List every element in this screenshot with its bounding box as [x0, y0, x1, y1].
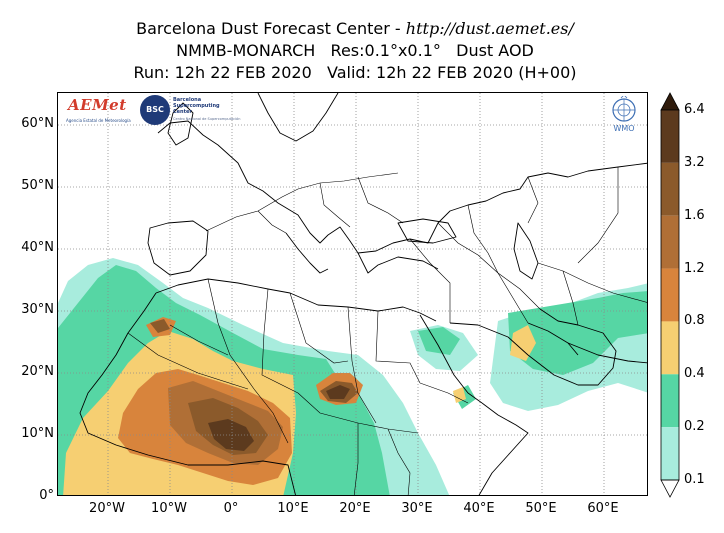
greece-turkey	[357, 252, 439, 274]
iran-coast	[567, 342, 647, 364]
lon-tick-60e: 60°E	[587, 501, 619, 516]
colorbar-label: 0.1	[684, 472, 705, 487]
dust-level-0.4-arabia	[510, 325, 536, 361]
dust-level-0.2-east3	[418, 327, 460, 355]
colorbar-extend-bottom	[660, 479, 680, 498]
aod-colorbar	[660, 92, 680, 498]
uk	[167, 102, 194, 146]
colorbar-label: 3.2	[684, 154, 705, 170]
dust-level-3.2	[208, 419, 254, 451]
dust-level-0.2-east	[508, 291, 647, 375]
italy	[285, 232, 329, 274]
lat-tick-50: 50°N	[21, 178, 54, 193]
colorbar-segment	[661, 374, 679, 428]
caspian	[513, 222, 539, 280]
title-prefix: Barcelona Dust Forecast Center -	[136, 19, 406, 38]
map-canvas	[58, 93, 647, 495]
coastlines	[79, 93, 647, 495]
colorbar-label: 1.6	[684, 207, 705, 223]
figure-title: Barcelona Dust Forecast Center - http://…	[0, 19, 710, 39]
aemet-logo: AEMet Agencia Estatal de Meteorología	[66, 96, 132, 128]
title-url[interactable]: http://dust.aemet.es/	[405, 19, 574, 38]
bsc-globe-icon: BSC	[140, 95, 170, 125]
bsc-logo: BSC Barcelona Supercomputing Center Cent…	[140, 95, 252, 127]
country-borders	[127, 167, 647, 495]
colorbar-segment	[661, 162, 679, 216]
dust-shading	[58, 258, 647, 495]
colorbar-label: 1.2	[684, 260, 705, 276]
lat-tick-10: 10°N	[21, 426, 54, 441]
persian-gulf	[527, 322, 579, 356]
lat-tick-20: 20°N	[21, 364, 54, 379]
black-sea	[397, 218, 457, 244]
bsc-name: Barcelona Supercomputing Center	[173, 97, 220, 115]
lon-tick-10e: 10°E	[277, 501, 309, 516]
dust-level-0.4-south	[453, 387, 466, 403]
colorbar-extend-top	[660, 92, 680, 111]
lon-tick-20w: 20°W	[89, 501, 125, 516]
colorbar-label: 0.2	[684, 419, 705, 435]
lon-tick-0: 0°	[223, 501, 239, 516]
lon-tick-50e: 50°E	[525, 501, 557, 516]
lon-tick-40e: 40°E	[463, 501, 495, 516]
colorbar-segment	[661, 321, 679, 375]
lon-tick-30e: 30°E	[401, 501, 433, 516]
wmo-text: WMO	[613, 124, 635, 133]
lat-tick-40: 40°N	[21, 240, 54, 255]
lon-tick-20e: 20°E	[339, 501, 371, 516]
lon-tick-10w: 10°W	[151, 501, 187, 516]
colorbar-segment	[661, 268, 679, 322]
africa-west-coast	[79, 292, 296, 495]
colorbar-segment	[661, 110, 679, 163]
run-valid-subtitle: Run: 12h 22 FEB 2020 Valid: 12h 22 FEB 2…	[133, 63, 577, 82]
colorbar-label: 0.8	[684, 313, 705, 329]
wmo-emblem-icon	[612, 94, 636, 122]
colorbar-segment	[661, 427, 679, 480]
iberia	[147, 220, 209, 276]
aemet-wordmark: AEMet	[68, 96, 127, 114]
europe-coast	[157, 120, 647, 254]
dust-level-1.6-north	[150, 319, 170, 333]
horn-africa	[478, 402, 529, 495]
colorbar-segment	[661, 215, 679, 269]
aemet-subtitle: Agencia Estatal de Meteorología	[66, 118, 131, 123]
africa-north-coast	[155, 278, 437, 322]
colorbar-label: 6.4	[684, 102, 705, 117]
bsc-subtitle: Centro Nacional de Supercomputación	[173, 117, 241, 121]
colorbar-label: 0.4	[684, 366, 705, 382]
red-sea	[419, 314, 483, 404]
dust-aod-map	[57, 92, 648, 496]
colorbar-frame	[660, 109, 680, 481]
wmo-logo: WMO	[606, 94, 642, 136]
dust-level-3.2-chad	[326, 385, 350, 399]
lat-tick-0: 0°	[39, 488, 54, 503]
lat-tick-60: 60°N	[21, 116, 54, 131]
lat-tick-30: 30°N	[21, 302, 54, 317]
model-subtitle: NMMB-MONARCH Res:0.1°x0.1° Dust AOD	[176, 41, 534, 60]
scandinavia	[257, 93, 339, 142]
